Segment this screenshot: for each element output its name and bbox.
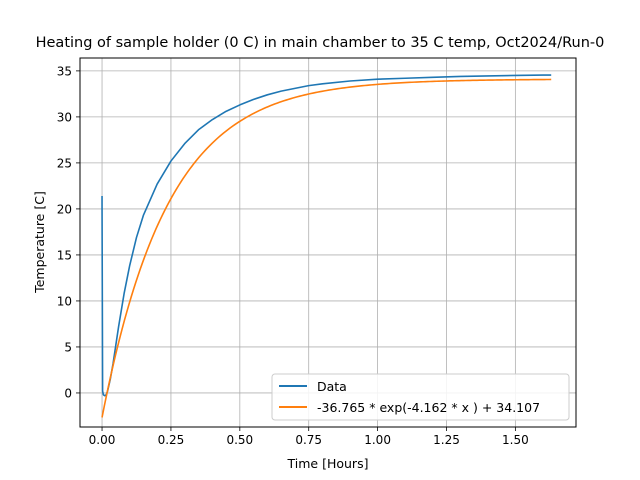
series-line-fit [101,78,552,418]
legend-label-fit: -36.765 * exp(-4.162 * x ) + 34.107 [317,400,540,415]
legend-label-data: Data [317,379,347,394]
grid-lines [80,58,576,427]
x-tick-label: 1.00 [364,433,391,447]
x-tick-label: 0.75 [295,433,322,447]
x-tick-label: 1.50 [502,433,529,447]
y-tick-label: 15 [57,248,72,262]
x-axis-ticks: 0.00 0.25 0.50 0.75 1.00 1.25 1.50 [89,427,529,447]
y-tick-label: 10 [57,294,72,308]
plot-series [101,74,552,418]
legend: Data -36.765 * exp(-4.162 * x ) + 34.107 [271,373,570,421]
x-tick-label: 1.25 [433,433,460,447]
y-tick-label: 25 [57,156,72,170]
y-tick-label: 0 [64,386,72,400]
y-tick-label: 5 [64,340,72,354]
x-tick-label: 0.00 [89,433,116,447]
y-tick-label: 20 [57,202,72,216]
legend-box [271,373,570,421]
x-axis-label: Time [Hours] [287,456,369,471]
x-tick-label: 0.50 [226,433,253,447]
x-tick-label: 0.25 [158,433,185,447]
plot-frame [79,57,577,428]
y-tick-label: 30 [57,110,72,124]
chart-title: Heating of sample holder (0 C) in main c… [36,35,605,51]
y-tick-label: 35 [57,64,72,78]
y-axis-ticks: 0 5 10 15 20 25 30 35 [57,64,80,400]
y-axis-label: Temperature [C] [32,191,47,294]
